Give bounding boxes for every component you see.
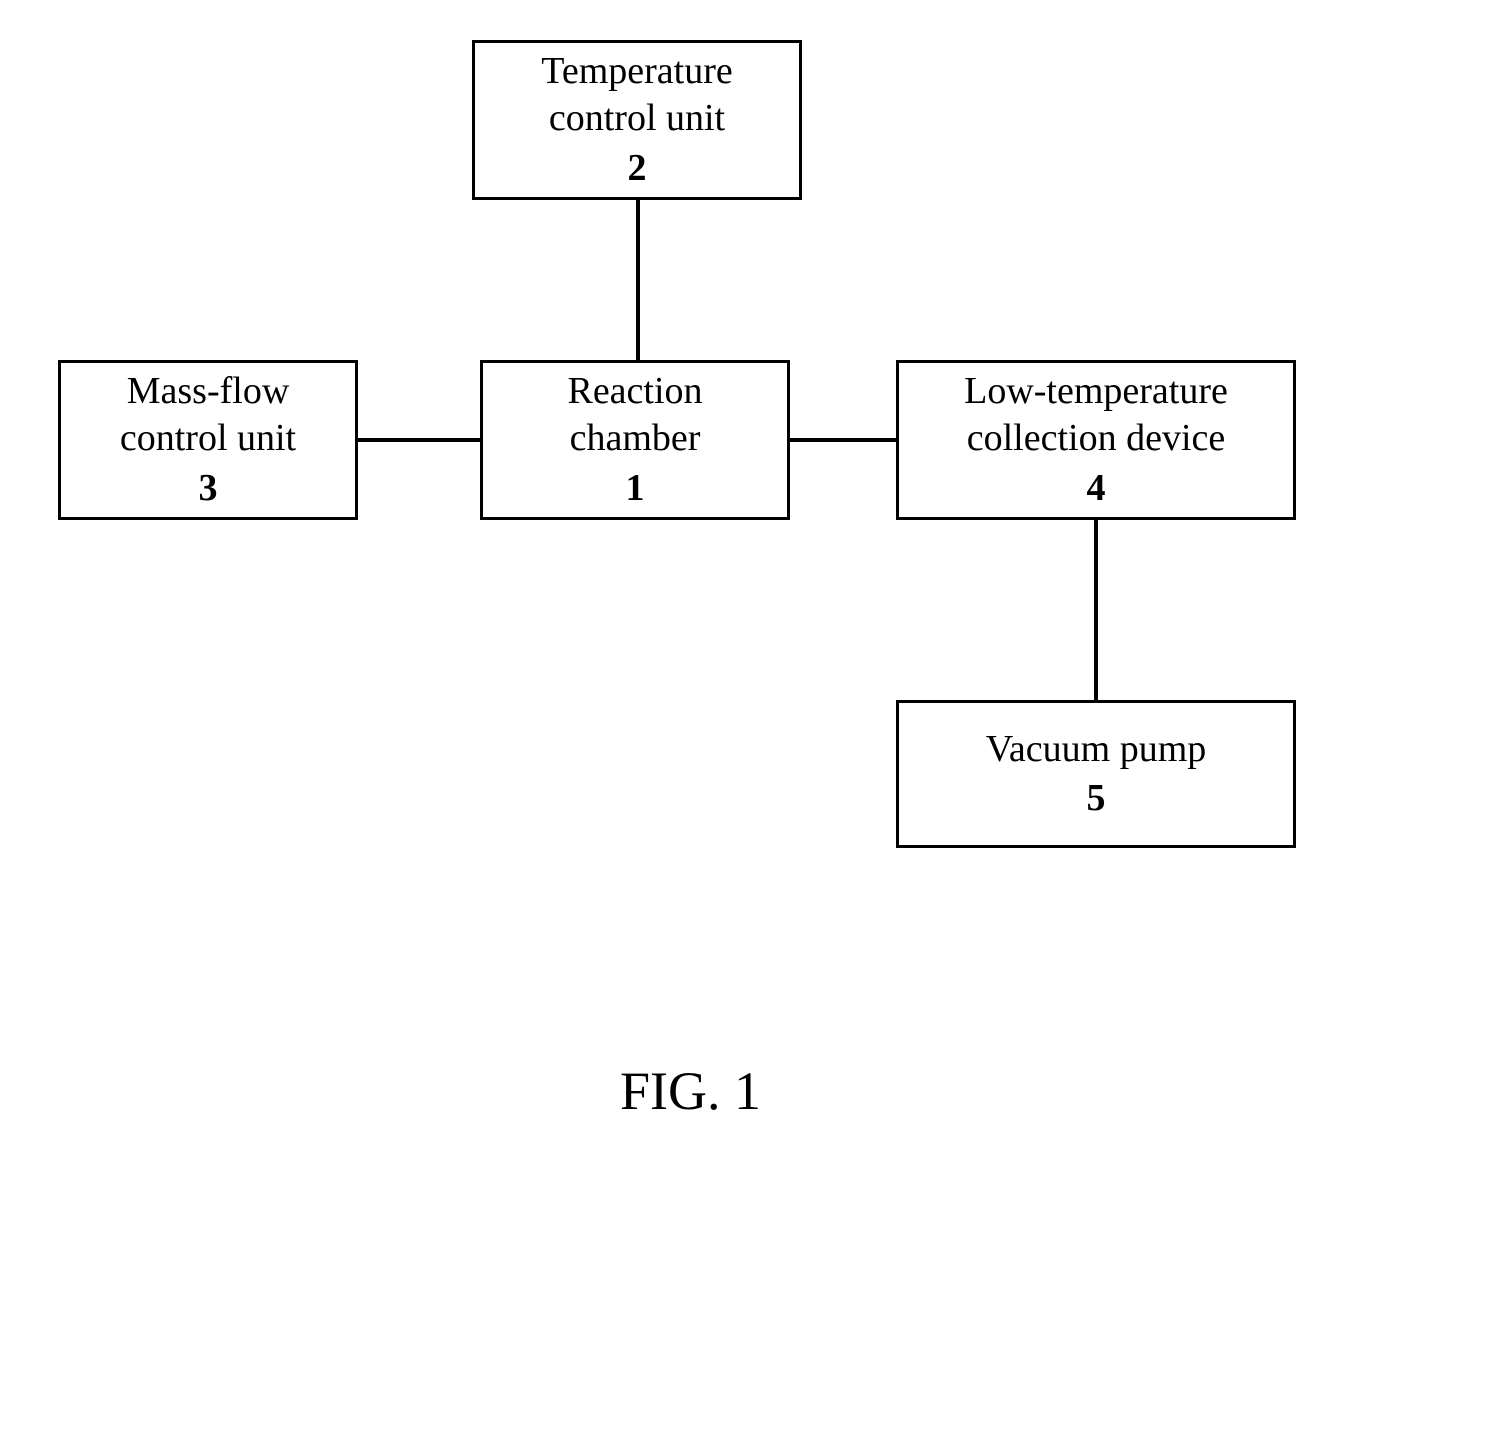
node-label: Low-temperature — [964, 368, 1228, 416]
node-label: Temperature — [541, 48, 732, 96]
node-label: Vacuum pump — [986, 726, 1207, 774]
node-number: 2 — [628, 145, 647, 193]
node-label: collection device — [967, 415, 1226, 463]
node-vacuum-pump: Vacuum pump 5 — [896, 700, 1296, 848]
figure-caption: FIG. 1 — [620, 1060, 761, 1122]
edge-reaction-to-lowtemp — [790, 438, 896, 442]
edge-temp-to-reaction — [636, 200, 640, 360]
node-label: chamber — [570, 415, 701, 463]
node-number: 3 — [199, 465, 218, 513]
edge-massflow-to-reaction — [358, 438, 480, 442]
node-temperature-control: Temperature control unit 2 — [472, 40, 802, 200]
node-number: 4 — [1087, 465, 1106, 513]
node-mass-flow-control: Mass-flow control unit 3 — [58, 360, 358, 520]
node-label: control unit — [549, 95, 725, 143]
edge-lowtemp-to-vacuum — [1094, 520, 1098, 700]
node-number: 1 — [626, 465, 645, 513]
node-label: control unit — [120, 415, 296, 463]
node-reaction-chamber: Reaction chamber 1 — [480, 360, 790, 520]
node-number: 5 — [1087, 775, 1106, 823]
node-low-temp-collection: Low-temperature collection device 4 — [896, 360, 1296, 520]
node-label: Mass-flow — [127, 368, 290, 416]
node-label: Reaction — [567, 368, 702, 416]
